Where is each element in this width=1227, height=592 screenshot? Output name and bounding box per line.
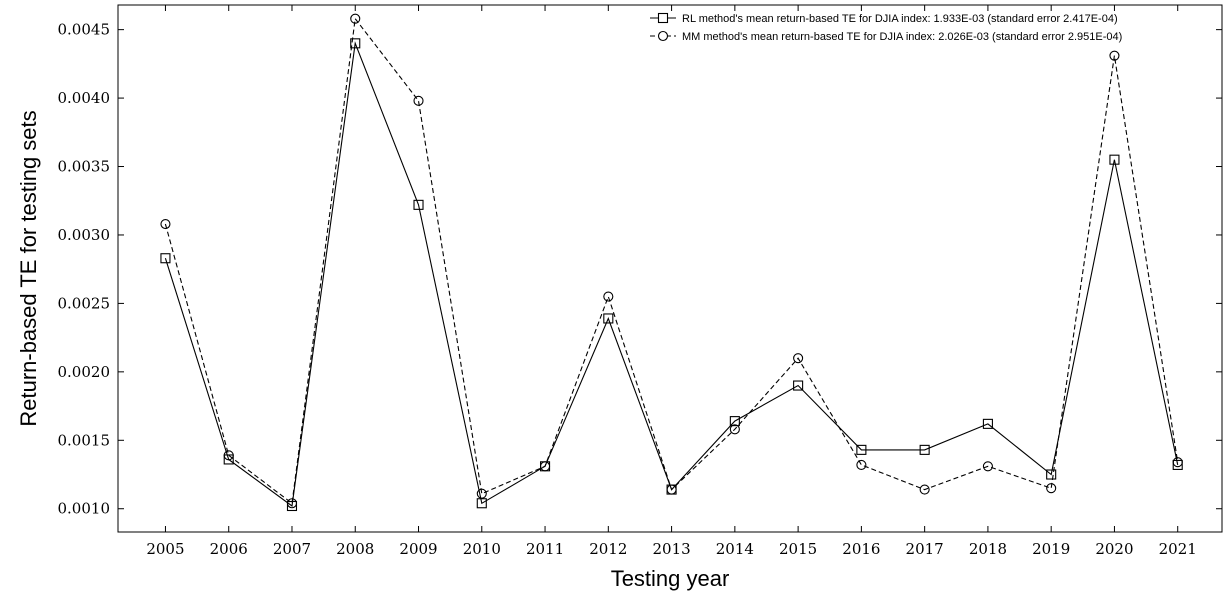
data-point-rl — [223, 454, 234, 465]
x-tick-label: 2021 — [1159, 540, 1197, 558]
series-line-mm — [164, 17, 1179, 505]
x-axis-title: Testing year — [611, 566, 730, 591]
x-tick-label: 2019 — [1032, 540, 1070, 558]
data-point-mm — [793, 353, 804, 364]
data-point-rl — [1046, 469, 1057, 480]
x-tick-label: 2014 — [716, 540, 754, 558]
x-tick-label: 2012 — [589, 540, 627, 558]
y-tick-label: 0.0030 — [58, 226, 111, 244]
data-point-rl — [350, 38, 361, 49]
legend-label-rl: RL method's mean return-based TE for DJI… — [682, 13, 1118, 25]
data-point-rl — [1172, 459, 1183, 470]
x-tick-label: 2005 — [146, 540, 184, 558]
data-point-rl — [729, 416, 740, 427]
x-tick-label: 2018 — [969, 540, 1007, 558]
y-tick-label: 0.0035 — [58, 158, 111, 176]
legend-label-mm: MM method's mean return-based TE for DJI… — [682, 31, 1122, 43]
data-point-mm — [603, 291, 614, 302]
legend: RL method's mean return-based TE for DJI… — [650, 12, 1122, 43]
data-point-mm — [1172, 457, 1183, 468]
data-point-mm — [1046, 483, 1057, 494]
y-tick-label: 0.0045 — [58, 21, 111, 39]
data-point-mm — [160, 218, 171, 230]
data-point-rl — [856, 444, 867, 455]
data-point-rl — [1109, 154, 1120, 165]
data-point-mm — [350, 13, 361, 24]
data-point-mm — [286, 498, 298, 509]
series-layer — [160, 13, 1183, 512]
data-point-rl — [476, 498, 487, 509]
data-point-rl — [919, 444, 930, 455]
data-point-mm — [476, 488, 487, 499]
data-point-mm — [919, 484, 930, 495]
data-point-rl — [793, 380, 804, 391]
y-tick-label: 0.0025 — [58, 294, 111, 312]
x-tick-label: 2009 — [399, 540, 437, 558]
x-tick-label: 2008 — [336, 540, 374, 558]
x-tick-label: 2006 — [210, 540, 248, 558]
x-tick-label: 2011 — [526, 540, 564, 558]
data-point-rl — [982, 418, 993, 429]
y-tick-label: 0.0015 — [58, 431, 111, 449]
data-point-mm — [223, 450, 234, 461]
legend-entry-mm: MM method's mean return-based TE for DJI… — [650, 30, 1122, 43]
data-point-mm — [729, 424, 740, 435]
data-point-rl — [603, 313, 614, 324]
data-point-mm — [1109, 50, 1120, 61]
x-tick-label: 2015 — [779, 540, 817, 558]
legend-marker-circle — [657, 30, 669, 42]
series-line-rl — [164, 41, 1179, 507]
y-tick-label: 0.0020 — [58, 363, 111, 381]
x-axis: 2005 2006 2007 2008 2009 2010 2011 2012 2013 2014… — [146, 5, 1197, 558]
data-point-mm — [982, 461, 993, 472]
data-point-mm — [856, 459, 867, 470]
y-axis-title: Return-based TE for testing sets — [16, 110, 41, 426]
x-tick-label: 2013 — [652, 540, 690, 558]
y-tick-label: 0.0040 — [58, 89, 111, 107]
x-tick-label: 2010 — [463, 540, 501, 558]
plot-border — [117, 4, 1223, 533]
x-tick-label: 2007 — [273, 540, 311, 558]
data-point-rl — [160, 253, 171, 264]
data-point-mm — [539, 461, 551, 472]
plot-frame — [117, 4, 1223, 533]
legend-marker-square — [657, 12, 669, 24]
y-tick-label: 0.0010 — [58, 500, 111, 518]
x-tick-label: 2016 — [842, 540, 880, 558]
x-tick-label: 2017 — [906, 540, 944, 558]
legend-entry-rl: RL method's mean return-based TE for DJI… — [650, 12, 1118, 25]
y-axis: 0.0010 0.0015 0.0020 0.0025 0.0030 0.0035 0.00… — [58, 21, 1222, 518]
data-point-mm — [666, 484, 677, 495]
x-tick-label: 2020 — [1095, 540, 1133, 558]
data-point-rl — [413, 199, 424, 210]
data-point-mm — [413, 95, 424, 106]
